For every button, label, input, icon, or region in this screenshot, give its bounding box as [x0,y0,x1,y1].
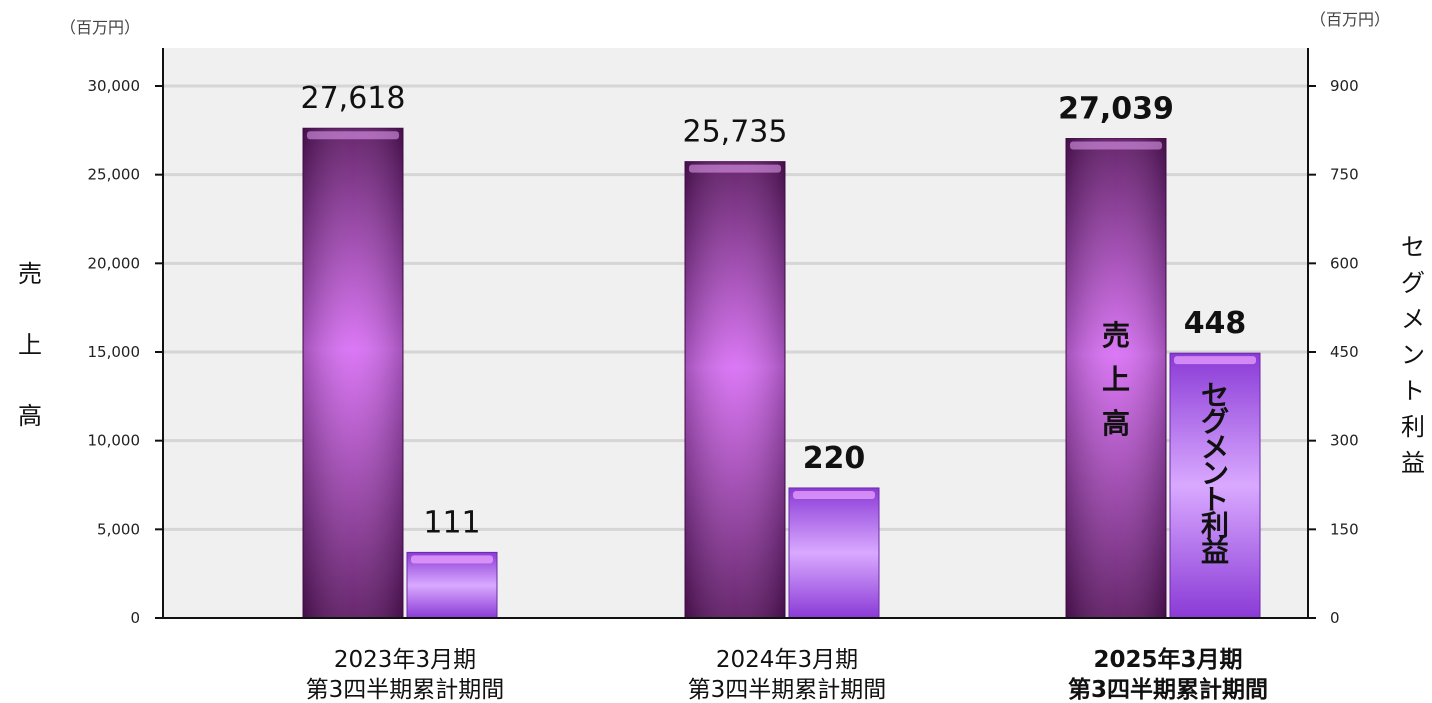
right-axis-title-char: ン [1401,341,1425,369]
in-bar-profit-char: グ [1201,405,1229,438]
bars [302,127,1261,619]
in-bar-profit-char: 益 [1201,535,1229,568]
left-tick-label: 10,000 [88,432,141,450]
segment-profit-bar [1169,352,1261,619]
in-bar-profit-char: 利 [1201,509,1229,542]
in-bar-sales-char: 上 [1102,363,1130,396]
left-axis-title-char: 高 [18,402,42,430]
in-bar-sales-char: 売 [1102,319,1130,352]
left-tick-label: 5,000 [97,520,140,538]
segment-profit-value-label: 111 [423,505,480,540]
right-axis-title-char: ト [1401,377,1425,405]
right-axis-unit: （百万円） [1310,10,1390,29]
in-bar-profit-char: メ [1201,431,1229,464]
left-axis-title: 売上高 [18,260,42,430]
segment-profit-bar-highlight [411,555,493,564]
segment-profit-value-label: 220 [803,441,866,476]
sales-value-label: 27,618 [301,81,406,116]
left-tick-label: 15,000 [88,343,141,361]
in-bar-label-sales: 売上高 [1102,319,1130,440]
right-tick-label: 300 [1330,432,1359,450]
left-axis-ticks: 0 5,000 10,000 15,000 20,000 25,000 30,000 [88,77,163,627]
sales-bar-shade [1066,138,1166,618]
right-axis-ticks: 0 150 300 450 600 750 900 [1308,77,1359,627]
sales-bar-highlight [1070,141,1162,150]
left-tick-label: 0 [130,609,140,627]
category-label-line2: 第3四半期累計期間 [1068,676,1268,703]
right-tick-label: 750 [1330,166,1359,184]
right-tick-label: 450 [1330,343,1359,361]
segment-profit-bar-highlight [1174,356,1256,365]
right-tick-label: 0 [1330,609,1340,627]
sales-bar-shade [303,128,403,619]
segment-profit-bar [788,487,880,619]
in-bar-profit-char: セ [1201,379,1229,412]
right-axis-title-char: 益 [1401,449,1425,477]
sales-bar-highlight [307,131,399,140]
right-axis-title-char: グ [1401,269,1425,297]
left-axis-title-char: 売 [18,260,42,288]
category-label-line1: 2024年3月期 [716,647,858,673]
sales-bar-shade [685,161,785,618]
sales-value-label: 25,735 [683,115,788,150]
in-bar-sales-char: 高 [1102,407,1130,440]
right-axis-title-char: セ [1401,233,1425,261]
left-axis-unit: （百万円） [60,18,140,37]
category-label-line2: 第3四半期累計期間 [306,677,505,703]
category-label-line1: 2025年3月期 [1093,646,1242,673]
in-bar-profit-char: ト [1201,483,1229,516]
left-tick-label: 25,000 [88,166,141,184]
right-tick-label: 150 [1330,520,1359,538]
right-axis-title-char: 利 [1401,413,1425,441]
right-tick-label: 600 [1330,254,1359,272]
right-tick-label: 900 [1330,77,1359,95]
right-axis-title-char: メ [1401,305,1425,333]
sales-bar-highlight [689,164,781,173]
data-labels: 27,618 111 25,735 220 27,039 448 [301,81,1247,540]
segment-profit-bar-highlight [793,490,875,499]
segment-profit-value-label: 448 [1184,306,1247,341]
in-bar-profit-char: ン [1201,457,1229,490]
left-axis-title-char: 上 [18,331,42,359]
left-tick-label: 20,000 [88,254,141,272]
category-label-line1: 2023年3月期 [334,647,476,673]
sales-value-label: 27,039 [1058,92,1174,127]
left-tick-label: 30,000 [88,77,141,95]
category-label-line2: 第3四半期累計期間 [688,677,887,703]
